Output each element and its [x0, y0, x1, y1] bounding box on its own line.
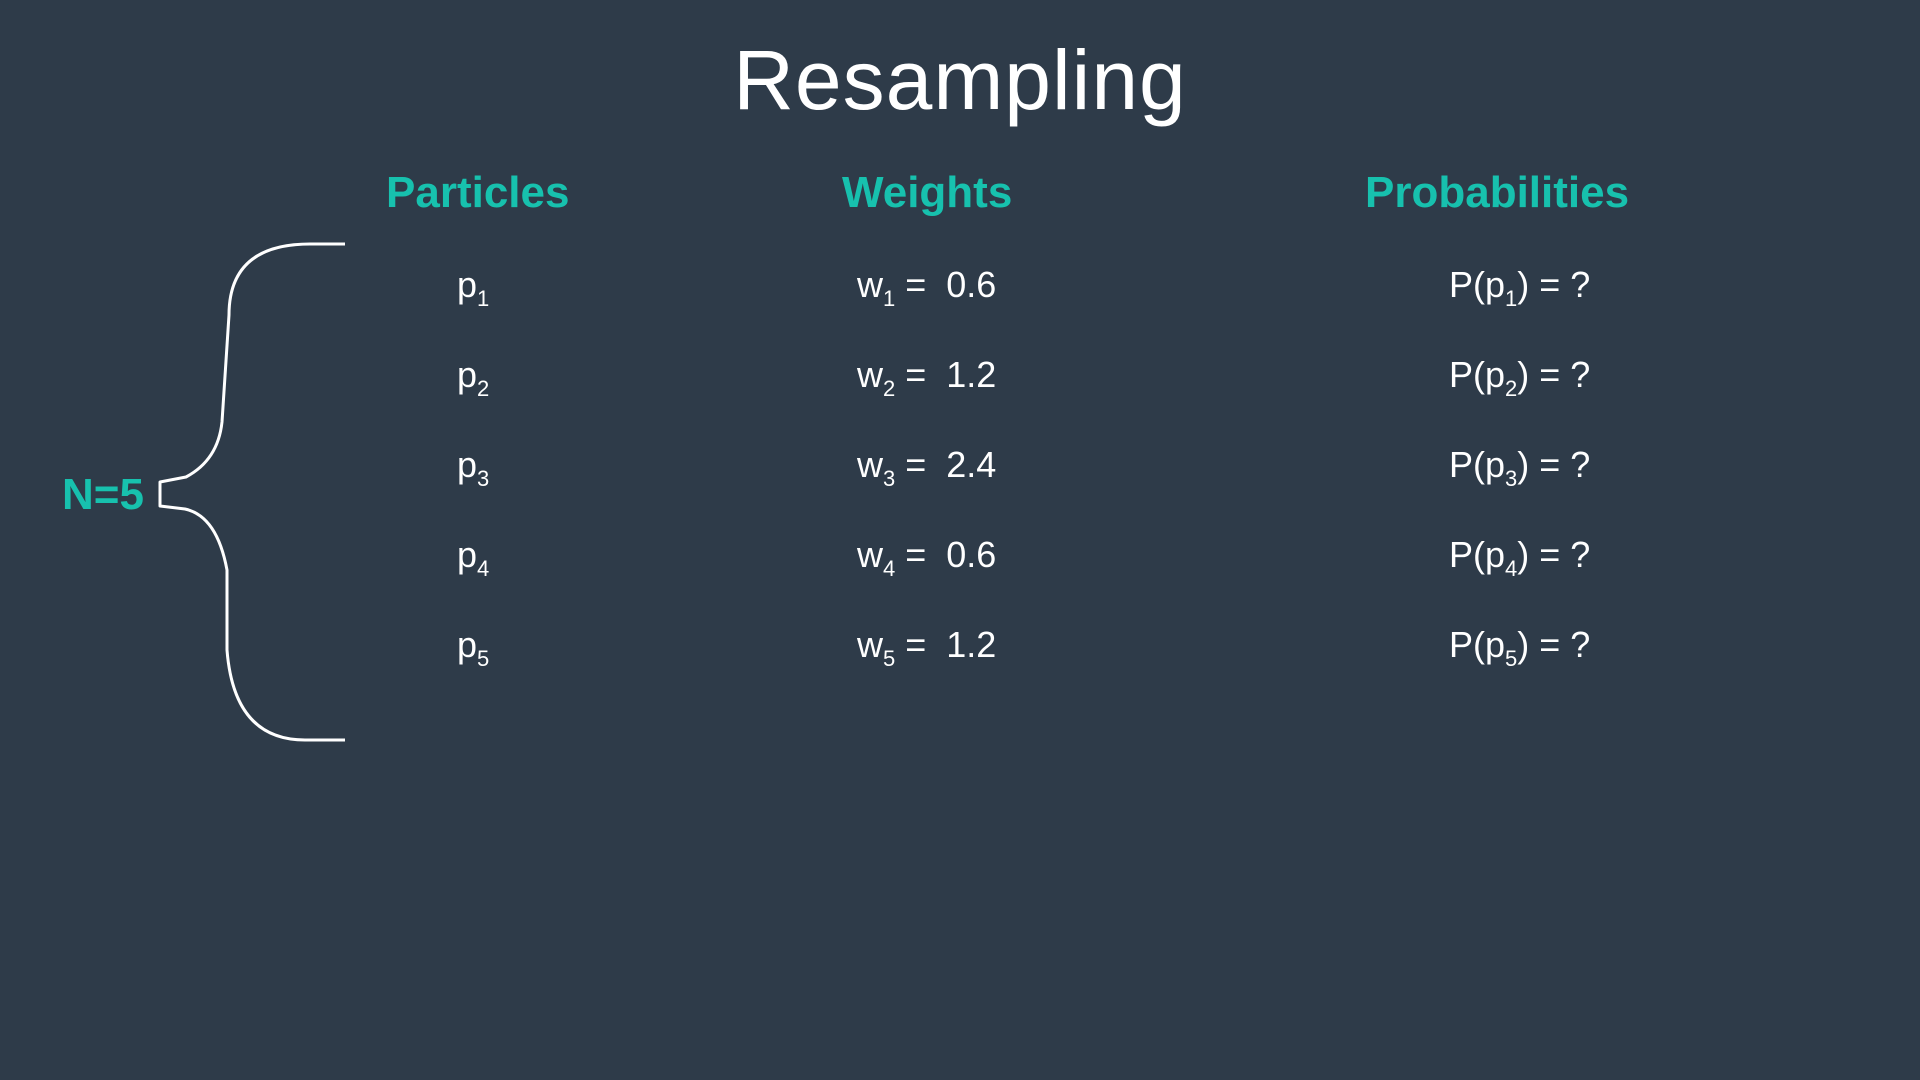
- weight-value: 0.6: [946, 534, 997, 575]
- probability-5: P(p5) = ?: [1449, 624, 1591, 671]
- weight-value: 1.2: [946, 354, 997, 395]
- particle-1: p1: [457, 264, 490, 311]
- weight-2: w2 = 1.2: [857, 354, 997, 401]
- particle-4: p4: [457, 534, 490, 581]
- probability-3: P(p3) = ?: [1449, 444, 1591, 491]
- weight-value: 1.2: [946, 624, 997, 665]
- probability-2: P(p2) = ?: [1449, 354, 1591, 401]
- particle-3: p3: [457, 444, 490, 491]
- probability-1: P(p1) = ?: [1449, 264, 1591, 311]
- weight-5: w5 = 1.2: [857, 624, 997, 671]
- weight-1: w1 = 0.6: [857, 264, 997, 311]
- weight-4: w4 = 0.6: [857, 534, 997, 581]
- n-count-label: N=5: [62, 470, 144, 519]
- probabilities-header: Probabilities: [1365, 168, 1630, 217]
- weight-value: 2.4: [946, 444, 997, 485]
- particle-2: p2: [457, 354, 490, 401]
- weight-value: 0.6: [946, 264, 997, 305]
- weight-3: w3 = 2.4: [857, 444, 997, 491]
- curly-brace-icon: [158, 242, 345, 742]
- probability-4: P(p4) = ?: [1449, 534, 1591, 581]
- weights-header: Weights: [842, 168, 1013, 217]
- particle-5: p5: [457, 624, 490, 671]
- slide-title: Resampling: [733, 33, 1187, 127]
- particles-header: Particles: [386, 168, 570, 217]
